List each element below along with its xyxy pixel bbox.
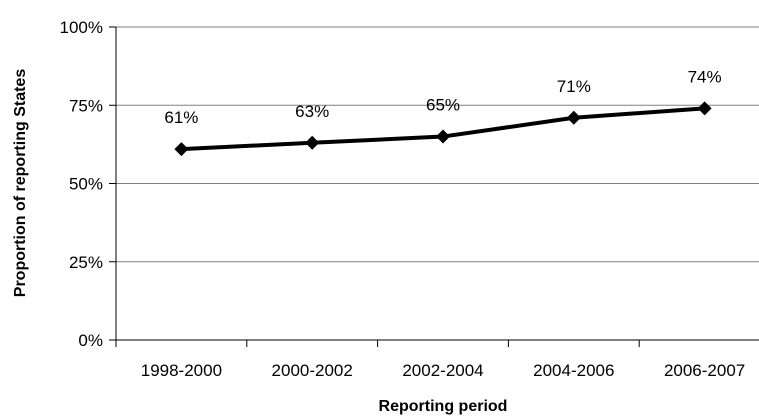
x-tick-label: 2006-2007 [664, 361, 745, 380]
data-point-marker [174, 142, 189, 157]
y-tick-label: 50% [69, 175, 103, 194]
data-label: 61% [164, 108, 198, 127]
data-label: 65% [426, 96, 460, 115]
y-axis-title: Proportion of reporting States [12, 69, 29, 298]
y-tick-label: 75% [69, 96, 103, 115]
y-tick-label: 100% [60, 18, 103, 37]
x-tick-label: 2000-2002 [272, 361, 353, 380]
y-tick-label: 0% [78, 331, 103, 350]
x-ticks: 1998-2000 2000-2002 2002-2004 2004-2006 2006… [115, 340, 745, 380]
gridlines [116, 26, 759, 263]
x-tick-label: 1998-2000 [141, 361, 222, 380]
data-point-marker [305, 135, 320, 150]
x-tick-label: 2002-2004 [402, 361, 483, 380]
data-label: 63% [295, 102, 329, 121]
data-point-marker [436, 129, 450, 144]
data-label: 74% [688, 67, 722, 86]
y-tick-label: 25% [69, 253, 103, 272]
x-tick-label: 2004-2006 [533, 361, 614, 380]
x-axis-title: Reporting period [379, 398, 508, 415]
series-group: 61% 63% 65% 71% 74% [164, 67, 722, 157]
data-point-marker [697, 101, 712, 116]
data-label: 71% [557, 77, 591, 96]
data-point-marker [566, 110, 581, 125]
y-ticks: 0% 25% 50% 75% 100% [60, 18, 116, 350]
